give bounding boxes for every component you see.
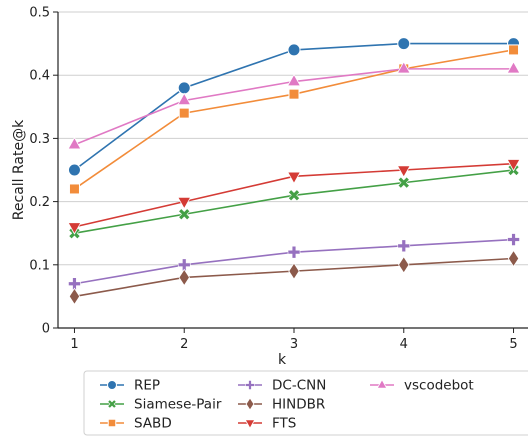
- legend-marker: [244, 419, 256, 430]
- legend-label: Siamese-Pair: [134, 397, 222, 413]
- y-axis-title: Recall Rate@k: [11, 119, 27, 220]
- data-point-fts-1: [67, 222, 82, 235]
- series-sabd: [68, 44, 520, 195]
- series-dc-cnn: [68, 233, 520, 291]
- legend-item-fts: FTS: [238, 416, 296, 432]
- data-point-rep-2: [177, 81, 191, 95]
- legend-marker: [245, 397, 255, 411]
- legend-label: SABD: [134, 416, 172, 432]
- x-tick-label: 2: [180, 337, 188, 352]
- legend-marker: [107, 418, 117, 428]
- legend-label: vscodebot: [404, 378, 474, 394]
- series-fts: [67, 159, 521, 235]
- legend-marker: [107, 399, 117, 409]
- legend-label: HINDBR: [272, 397, 325, 413]
- series-vscodebot: [67, 61, 521, 150]
- data-point-vscodebot-2: [177, 92, 192, 106]
- data-point-vscodebot-3: [287, 73, 301, 87]
- data-point-siamese-pair-2: [178, 208, 191, 221]
- data-point-dc-cnn-4: [397, 239, 411, 253]
- legend-item-dc-cnn: DC-CNN: [238, 378, 326, 394]
- data-point-hindbr-1: [68, 287, 81, 306]
- data-point-vscodebot-1: [67, 136, 82, 150]
- x-tick-label: 1: [70, 337, 78, 352]
- legend-item-hindbr: HINDBR: [238, 397, 325, 413]
- data-point-hindbr-3: [288, 262, 300, 280]
- legend-marker: [245, 380, 255, 390]
- data-point-hindbr-5: [507, 249, 520, 268]
- data-point-dc-cnn-3: [287, 245, 301, 259]
- data-point-fts-5: [506, 159, 521, 172]
- data-point-rep-4: [397, 37, 411, 51]
- x-tick-label: 4: [400, 337, 408, 352]
- data-point-fts-4: [396, 165, 411, 178]
- data-point-vscodebot-5: [506, 61, 521, 74]
- data-point-sabd-1: [68, 183, 80, 195]
- legend-label: DC-CNN: [272, 378, 326, 394]
- data-point-fts-3: [287, 171, 301, 185]
- data-point-vscodebot-4: [396, 61, 411, 74]
- data-point-sabd-2: [178, 107, 190, 119]
- legend-box: [83, 370, 528, 436]
- x-tick-label: 3: [290, 337, 298, 352]
- data-point-siamese-pair-4: [397, 176, 410, 189]
- data-point-rep-1: [67, 163, 81, 177]
- data-point-sabd-3: [288, 88, 300, 100]
- series-line-rep: [73, 42, 514, 171]
- x-tick-label: 5: [509, 337, 517, 352]
- legend-item-rep: REP: [100, 378, 160, 394]
- data-point-hindbr-2: [178, 268, 190, 287]
- data-point-siamese-pair-3: [287, 189, 301, 202]
- data-point-dc-cnn-5: [507, 233, 520, 246]
- series-rep: [67, 37, 521, 177]
- series-layer: [67, 37, 521, 306]
- legend-label: FTS: [272, 416, 296, 432]
- y-tick-label: 0.1: [29, 258, 50, 273]
- data-point-rep-3: [287, 43, 301, 57]
- legend-marker: [376, 378, 388, 389]
- x-axis-title: k: [278, 352, 287, 368]
- data-point-sabd-5: [508, 44, 520, 56]
- data-point-hindbr-4: [398, 256, 410, 274]
- axes: 0 0.1 0.2 0.3 0.4 0.5 1 2 3 4 5 k Recall Rate@k: [11, 6, 528, 368]
- legend-label: REP: [134, 378, 160, 394]
- data-point-dc-cnn-1: [68, 277, 81, 291]
- series-hindbr: [68, 249, 520, 306]
- y-tick-label: 0.2: [29, 195, 50, 210]
- y-tick-label: 0.3: [29, 132, 50, 147]
- y-tick-label: 0: [42, 322, 50, 337]
- legend-marker: [107, 380, 117, 390]
- legend: REP Siamese-Pair SABD DC-CNN HINDBR FTS vscode…: [83, 370, 528, 436]
- y-tick-label: 0.5: [29, 6, 50, 21]
- data-point-dc-cnn-2: [177, 258, 191, 272]
- data-point-fts-2: [177, 196, 192, 210]
- y-tick-label: 0.4: [29, 69, 50, 84]
- legend-item-siamese-pair: Siamese-Pair: [100, 397, 222, 413]
- legend-item-vscodebot: vscodebot: [370, 378, 474, 394]
- legend-item-sabd: SABD: [100, 416, 172, 432]
